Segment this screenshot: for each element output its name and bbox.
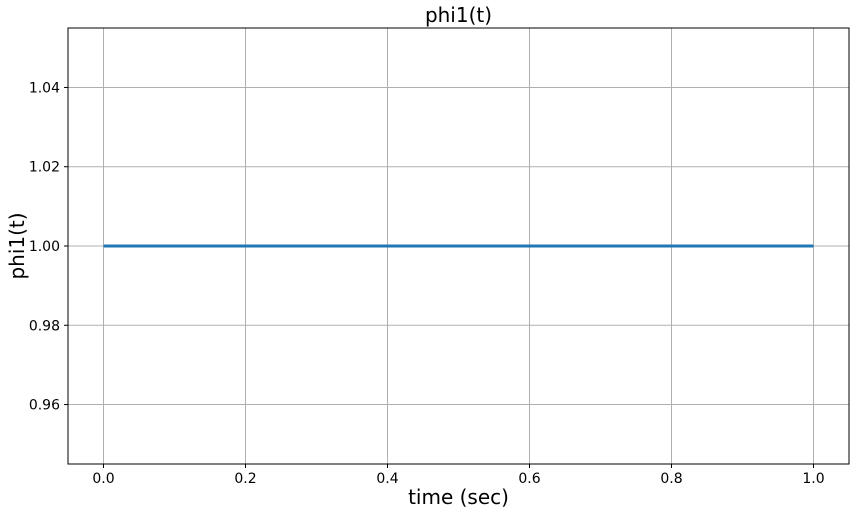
- x-tick-label: 0.4: [376, 471, 398, 487]
- chart-title: phi1(t): [425, 3, 492, 27]
- x-tick-label: 0.0: [92, 471, 114, 487]
- y-tick-label: 0.96: [29, 398, 60, 414]
- x-tick-label: 0.8: [660, 471, 682, 487]
- x-tick-label: 0.2: [234, 471, 256, 487]
- x-axis-ticks: 0.0 0.2 0.4 0.6 0.8 1.0: [92, 464, 825, 487]
- y-tick-label: 1.00: [29, 239, 60, 255]
- x-tick-label: 1.0: [802, 471, 824, 487]
- y-axis-ticks: 0.96 0.98 1.00 1.02 1.04: [29, 80, 68, 414]
- y-tick-label: 1.02: [29, 160, 60, 176]
- x-tick-label: 0.6: [518, 471, 540, 487]
- y-tick-label: 1.04: [29, 80, 60, 96]
- x-axis-label: time (sec): [408, 485, 509, 509]
- y-tick-label: 0.98: [29, 318, 60, 334]
- y-axis-label: phi1(t): [5, 212, 29, 279]
